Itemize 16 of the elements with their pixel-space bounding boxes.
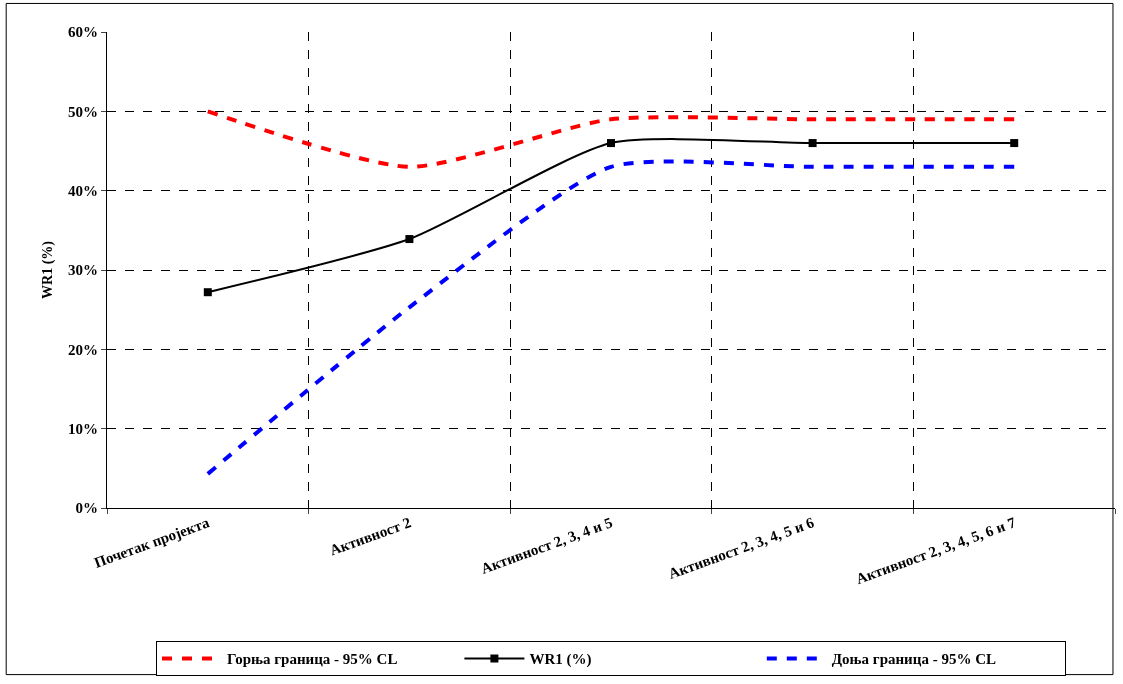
y-tick-label: 0%: [75, 500, 98, 517]
y-tick-label: 40%: [68, 182, 98, 199]
y-tick-label: 50%: [68, 103, 98, 120]
y-tick-label: 30%: [68, 262, 98, 279]
point: [1010, 139, 1019, 148]
legend-label: WR1 (%): [529, 651, 592, 669]
y-tick-label: 20%: [68, 341, 98, 358]
y-axis-title: WR1 (%): [39, 240, 56, 299]
legend-label: Горња граница - 95% CL: [227, 651, 398, 668]
point: [405, 235, 414, 244]
point: [808, 139, 817, 148]
legend-label: Доња граница - 95% CL: [831, 651, 996, 668]
point: [607, 139, 615, 148]
y-tick-label: 60%: [68, 24, 98, 41]
point: [203, 288, 212, 297]
y-tick-label: 10%: [68, 420, 98, 437]
